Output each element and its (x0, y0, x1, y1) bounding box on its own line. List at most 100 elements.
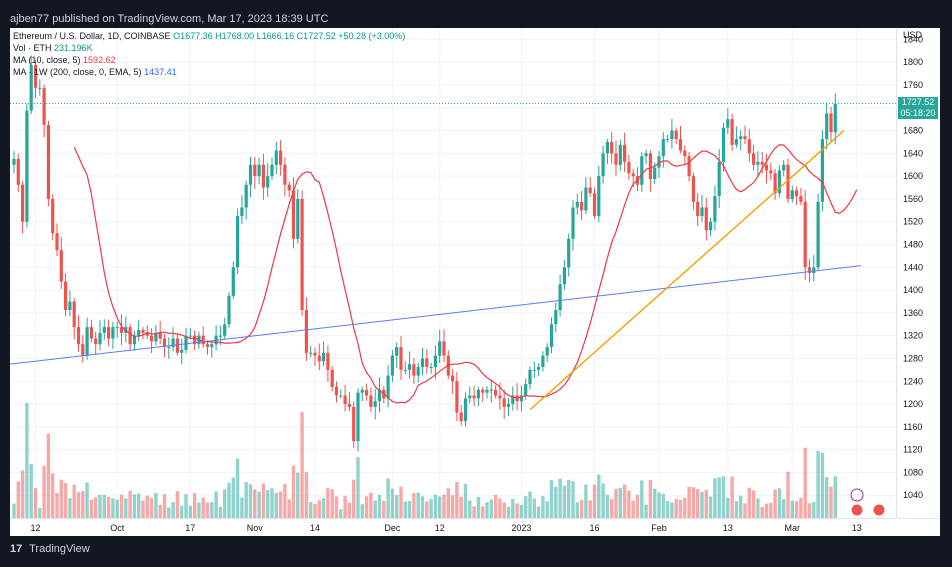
candle-body (829, 113, 833, 133)
candle-body (16, 159, 20, 185)
volume-bar (549, 480, 554, 518)
x-tick-label: 17 (185, 523, 195, 533)
candle-body (150, 335, 154, 342)
candle-body (463, 398, 468, 422)
x-tick-label: 13 (852, 523, 862, 533)
candle-body (661, 139, 665, 157)
candle-body (33, 65, 38, 88)
volume-bar (210, 502, 214, 518)
volume-bar (266, 490, 270, 518)
y-tick-label: 1360 (903, 308, 923, 318)
volume-bar (158, 504, 162, 518)
candle-body (313, 352, 317, 356)
volume-bar (339, 509, 343, 518)
tradingview-logo-icon: 17 (10, 543, 23, 555)
candle-body (42, 87, 46, 125)
candle-body (726, 119, 730, 128)
grid-lines (10, 28, 896, 518)
y-tick-label: 1120 (903, 445, 922, 455)
volume-bar (635, 494, 640, 518)
candle-body (803, 201, 807, 268)
candle-body (81, 344, 85, 356)
candle-body (59, 250, 63, 282)
candle-body (154, 332, 158, 342)
candle-body (631, 173, 635, 177)
volume-bar (528, 491, 532, 518)
volume-bar (201, 497, 205, 518)
legend-ma-row[interactable]: MA (10, close, 5) 1592.62 (13, 54, 405, 66)
legend-ema-value: 1437.41 (144, 67, 177, 77)
y-axis-labels: USD 1040 1080 1120 1160 1200 1240 1280 1320 1360 1… (903, 30, 923, 500)
candle-body (825, 113, 829, 140)
event-markers (850, 488, 886, 517)
volume-bar (691, 487, 696, 518)
axis-currency: USD (903, 30, 923, 40)
volume-bar (369, 492, 373, 518)
candle-body (691, 176, 695, 202)
volume-bar (545, 501, 549, 518)
x-tick-label: 13 (723, 523, 733, 533)
volume-bar (463, 483, 468, 518)
volume-bar (119, 494, 124, 518)
volume-bar (489, 499, 493, 518)
candle-body (76, 327, 81, 345)
volume-bar (300, 412, 304, 518)
candle-body (89, 327, 93, 339)
volume-bar (786, 471, 790, 518)
us-flag-icon-2 (872, 503, 886, 517)
candle-body (760, 161, 764, 165)
volume-bar (726, 497, 730, 518)
volume-bar (321, 498, 326, 518)
volume-bar (274, 492, 278, 518)
volume-bar (442, 494, 446, 518)
candle-body (433, 355, 437, 368)
candle-body (279, 150, 283, 165)
candle-body (38, 87, 42, 89)
candle-body (25, 110, 29, 222)
time-axis[interactable] (10, 518, 940, 536)
x-tick-label: Oct (110, 523, 125, 533)
x-tick-label: 14 (310, 523, 320, 533)
volume-bar (640, 480, 644, 518)
volume-bar (519, 504, 524, 518)
y-tick-label: 1040 (903, 490, 923, 500)
volume-bar (167, 507, 171, 518)
candle-body (786, 164, 790, 199)
volume-bar (20, 470, 25, 518)
volume-bar (416, 492, 420, 518)
legend-ema-row[interactable]: MA · 1W (200, close, 0, EMA, 5) 1437.41 (13, 66, 405, 78)
candle-body (107, 327, 111, 339)
candle-body (257, 164, 261, 177)
volume-bar (450, 495, 455, 518)
candle-body (769, 170, 773, 174)
legend-volume-row[interactable]: Vol · ETH 231.196K (13, 42, 405, 54)
legend-ma-label: MA (10, close, 5) (13, 55, 81, 65)
candle-body (296, 198, 300, 239)
volume-bar (511, 498, 515, 518)
candle-body (644, 153, 648, 157)
y-tick-label: 1240 (903, 376, 923, 386)
candle-body (29, 65, 33, 111)
chart-legend: Ethereum / U.S. Dollar, 1D, COINBASE O16… (13, 30, 405, 78)
candle-body (55, 233, 59, 251)
tradingview-footer[interactable]: 17 TradingView (10, 540, 90, 558)
candle-body (369, 395, 373, 407)
candle-body (128, 327, 132, 345)
volume-bar (326, 488, 330, 518)
candle-body (580, 201, 584, 211)
candle-body (773, 173, 777, 194)
volume-bar (597, 474, 601, 518)
chart-panel[interactable] (10, 28, 896, 518)
candle-body (68, 301, 72, 311)
volume-bar (678, 499, 683, 518)
candle-body (743, 136, 747, 140)
legend-ma-value: 1592.62 (83, 55, 116, 65)
ema200-line (9, 265, 862, 365)
candle-body (571, 207, 575, 239)
volume-bar (558, 478, 562, 518)
candle-body (408, 364, 412, 370)
volume-bar (812, 502, 816, 518)
candle-body (253, 164, 257, 177)
candle-body (180, 349, 184, 353)
